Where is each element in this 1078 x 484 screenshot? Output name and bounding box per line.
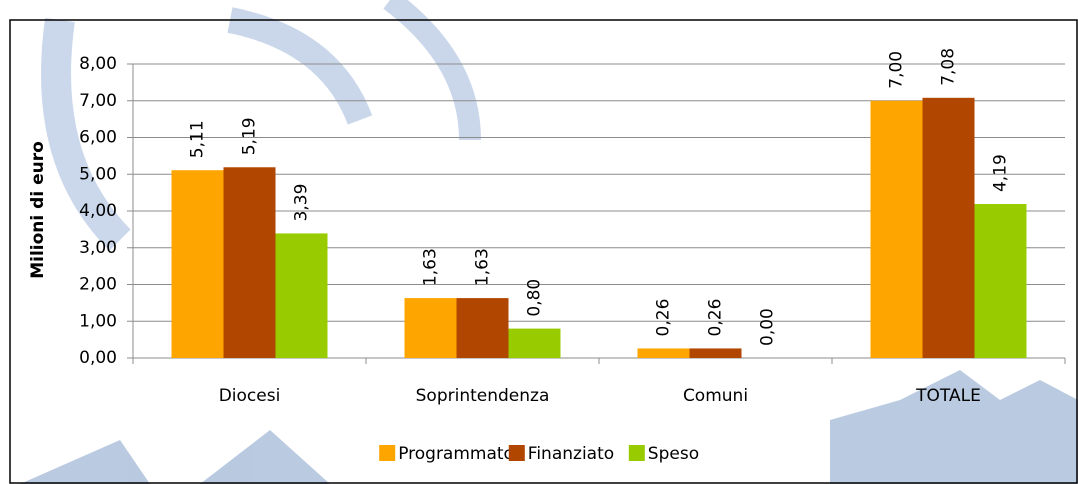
bar bbox=[223, 167, 276, 358]
data-label: 3,39 bbox=[292, 184, 312, 222]
watermark bbox=[20, 0, 1078, 484]
y-tick-label: 4,00 bbox=[79, 201, 117, 221]
frame bbox=[9, 19, 1078, 484]
data-label: 5,19 bbox=[240, 117, 260, 155]
legend-label: Programmato bbox=[398, 444, 514, 464]
legend-swatch bbox=[379, 445, 396, 461]
data-label: 1,63 bbox=[473, 248, 493, 286]
y-tick-label: 1,00 bbox=[79, 311, 117, 331]
data-label: 7,00 bbox=[887, 51, 907, 89]
data-label: 7,08 bbox=[939, 48, 959, 86]
y-tick-label: 3,00 bbox=[79, 238, 117, 258]
y-tick-label: 0,00 bbox=[79, 348, 117, 368]
bar bbox=[456, 298, 509, 358]
bar bbox=[508, 328, 561, 358]
legend-label: Finanziato bbox=[528, 444, 614, 464]
data-label: 1,63 bbox=[421, 248, 441, 286]
y-tick-label: 2,00 bbox=[79, 275, 117, 295]
y-tick-label: 7,00 bbox=[79, 91, 117, 111]
legend-swatch bbox=[628, 445, 645, 461]
legend-swatch bbox=[508, 445, 525, 461]
y-tick-label: 5,00 bbox=[79, 164, 117, 184]
x-tick-label: Diocesi bbox=[219, 386, 281, 406]
data-label: 4,19 bbox=[991, 154, 1011, 192]
bar bbox=[404, 298, 457, 358]
data-label: 0,80 bbox=[525, 279, 545, 317]
x-tick-label: TOTALE bbox=[915, 386, 981, 406]
data-label: 0,00 bbox=[758, 308, 778, 346]
bar bbox=[637, 348, 690, 358]
x-tick-label: Comuni bbox=[683, 386, 748, 406]
bar bbox=[275, 233, 328, 358]
y-tick-label: 6,00 bbox=[79, 128, 117, 148]
bar bbox=[171, 170, 224, 358]
y-tick-label: 8,00 bbox=[79, 54, 117, 74]
legend-label: Speso bbox=[648, 444, 699, 464]
bar bbox=[922, 97, 975, 358]
data-label: 5,11 bbox=[188, 120, 208, 158]
bar bbox=[974, 204, 1027, 358]
y-axis-label: Milioni di euro bbox=[28, 141, 48, 279]
x-tick-label: Soprintendenza bbox=[416, 386, 550, 406]
bar bbox=[689, 348, 742, 358]
data-label: 0,26 bbox=[706, 299, 726, 337]
bar bbox=[870, 100, 923, 358]
data-label: 0,26 bbox=[654, 299, 674, 337]
